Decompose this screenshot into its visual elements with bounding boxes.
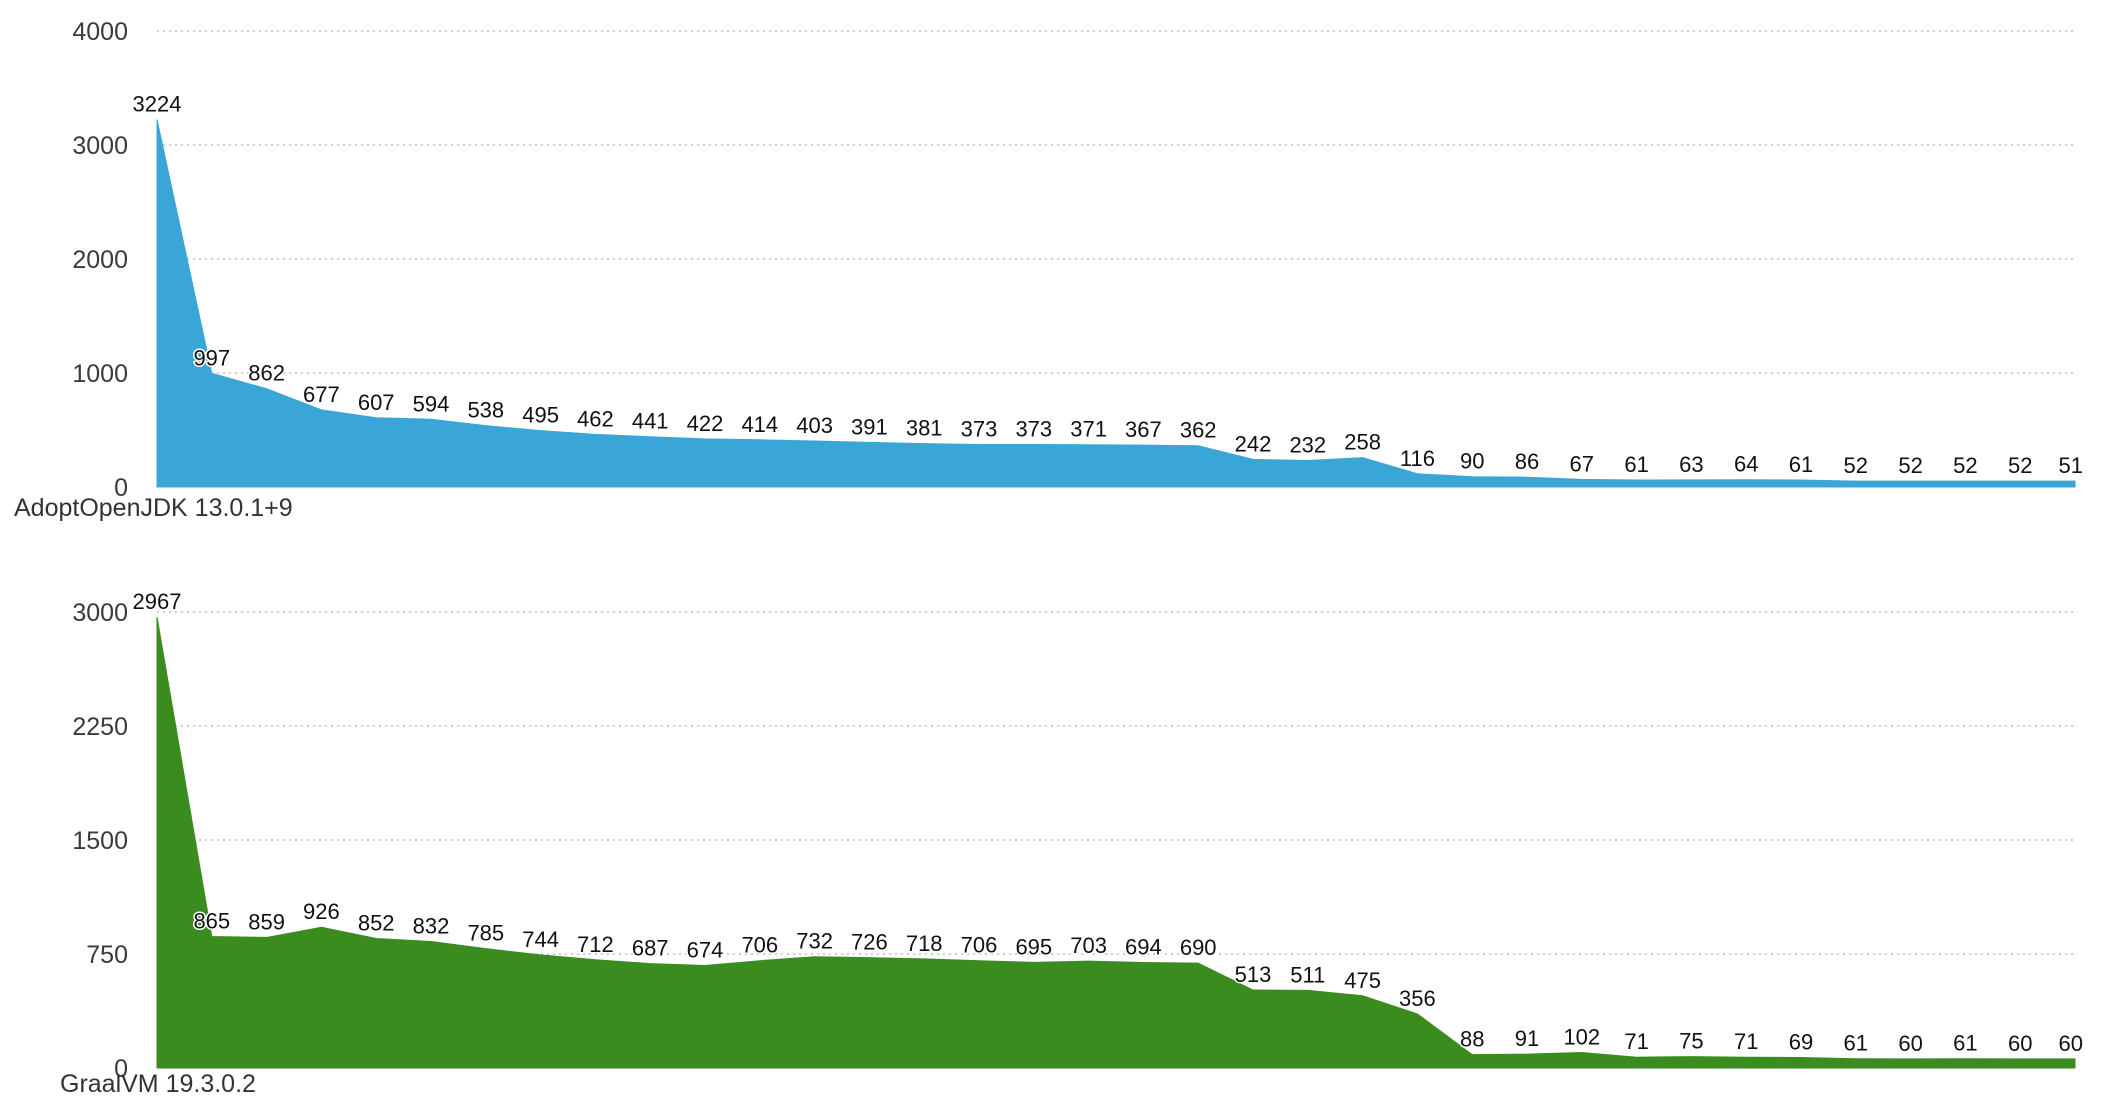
data-label: 926 (303, 899, 340, 924)
y-tick-label: 3000 (72, 599, 128, 627)
y-tick-label: 1000 (72, 360, 128, 388)
data-label: 61 (1953, 1031, 1977, 1056)
data-label: 52 (1898, 453, 1922, 478)
data-label: 674 (687, 938, 724, 963)
data-label: 726 (851, 930, 888, 955)
data-label: 832 (413, 914, 450, 939)
data-label: 403 (796, 413, 833, 438)
y-tick-label: 2000 (72, 246, 128, 274)
y-tick-label: 0 (114, 474, 128, 502)
data-label: 538 (467, 398, 504, 423)
data-label: 462 (577, 406, 614, 431)
y-tick-label: 0 (114, 1055, 128, 1083)
data-label: 495 (522, 403, 559, 428)
data-label: 88 (1460, 1027, 1484, 1052)
data-label: 695 (1015, 934, 1052, 959)
data-label: 75 (1679, 1029, 1703, 1054)
data-label: 60 (2059, 1031, 2083, 1056)
data-label: 511 (1290, 962, 1325, 987)
data-label: 52 (1844, 453, 1868, 478)
data-label: 64 (1734, 452, 1758, 477)
data-label: 744 (522, 927, 559, 952)
data-label: 60 (2008, 1031, 2032, 1056)
data-label: 86 (1515, 449, 1539, 474)
data-label: 687 (632, 936, 669, 961)
data-label: 90 (1460, 449, 1484, 474)
data-label: 712 (577, 932, 614, 957)
data-label: 677 (303, 382, 340, 407)
data-label: 785 (467, 921, 504, 946)
data-label: 690 (1180, 935, 1217, 960)
data-label: 232 (1289, 433, 1326, 458)
data-label: 258 (1344, 430, 1381, 455)
chart-graalvm: 0 750 1500 2250 3000 2967 865 859 926 852 832 785 74… (60, 588, 2085, 1098)
y-tick-label: 1500 (72, 827, 128, 855)
data-label: 373 (961, 416, 998, 441)
data-label: 367 (1125, 417, 1162, 442)
chart-title: AdoptOpenJDK 13.0.1+9 (14, 494, 293, 522)
y-tick-label: 3000 (72, 132, 128, 160)
y-tick-label: 2250 (72, 713, 128, 741)
data-label: 60 (1898, 1031, 1922, 1056)
data-label: 706 (961, 933, 998, 958)
data-label: 67 (1570, 451, 1594, 476)
data-label: 513 (1235, 962, 1272, 987)
data-label: 71 (1624, 1029, 1648, 1054)
data-label: 441 (632, 409, 669, 434)
data-label: 706 (741, 933, 778, 958)
data-label: 422 (687, 411, 724, 436)
data-label: 91 (1515, 1026, 1539, 1051)
chart-title: GraalVM 19.3.0.2 (60, 1070, 256, 1098)
y-tick-label: 750 (86, 941, 128, 969)
data-label: 852 (358, 910, 395, 935)
data-label: 718 (906, 931, 943, 956)
data-label: 116 (1400, 446, 1435, 471)
data-label: 63 (1679, 452, 1703, 477)
data-label: 61 (1844, 1031, 1868, 1056)
data-label: 732 (796, 929, 833, 954)
data-label: 694 (1125, 935, 1162, 960)
series-area (156, 119, 2076, 488)
data-label: 373 (1015, 416, 1052, 441)
data-label: 381 (906, 416, 943, 441)
data-label: 362 (1180, 418, 1217, 443)
data-label: 71 (1734, 1029, 1758, 1054)
data-label: 703 (1070, 933, 1107, 958)
data-label: 69 (1789, 1030, 1813, 1055)
data-label: 356 (1399, 986, 1436, 1011)
data-label: 61 (1789, 452, 1813, 477)
data-label: 862 (248, 361, 285, 386)
data-label: 2967 (133, 589, 182, 614)
data-label: 607 (358, 390, 395, 415)
data-label: 594 (413, 391, 450, 416)
series-area (156, 616, 2076, 1069)
data-label: 51 (2059, 453, 2083, 478)
data-label: 391 (851, 414, 888, 439)
data-label: 997 (193, 345, 230, 370)
data-label: 371 (1070, 417, 1107, 442)
data-label: 52 (1953, 453, 1977, 478)
data-label: 414 (741, 412, 778, 437)
data-label: 859 (248, 909, 285, 934)
data-label: 242 (1235, 431, 1272, 456)
data-label: 3224 (133, 91, 182, 116)
data-label: 475 (1344, 968, 1381, 993)
data-label: 865 (193, 909, 230, 934)
chart-adoptopenjdk: 0 1000 2000 3000 4000 3224 997 862 677 607 594 538 4… (14, 18, 2085, 522)
data-label: 102 (1563, 1024, 1600, 1049)
data-label: 52 (2008, 453, 2032, 478)
data-label: 61 (1624, 452, 1648, 477)
y-tick-label: 4000 (72, 18, 128, 46)
